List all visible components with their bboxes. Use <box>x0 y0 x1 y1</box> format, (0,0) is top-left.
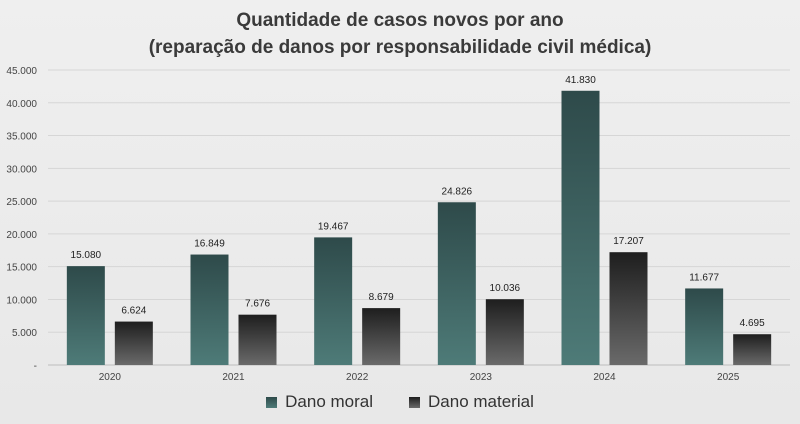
x-tick-label: 2023 <box>470 372 493 383</box>
data-label: 15.080 <box>71 250 102 261</box>
legend-item-dano-material: Dano material <box>409 392 534 412</box>
data-label: 6.624 <box>121 306 146 317</box>
data-label: 16.849 <box>194 239 225 250</box>
legend-swatch-dano-material <box>409 396 421 408</box>
y-tick-label: 30.000 <box>6 164 37 175</box>
data-label: 8.679 <box>369 292 394 303</box>
bar-dano-moral-2025 <box>685 288 724 365</box>
y-tick-label: 15.000 <box>6 263 37 274</box>
legend-item-dano-moral: Dano moral <box>266 392 373 412</box>
legend-label-dano-moral: Dano moral <box>285 392 374 411</box>
y-tick-label: 25.000 <box>6 197 37 208</box>
bar-dano-moral-2022 <box>314 237 353 365</box>
bar-dano-material-2025 <box>733 334 772 365</box>
data-label: 24.826 <box>442 186 473 197</box>
y-tick-label: - <box>34 361 37 372</box>
y-tick-label: 40.000 <box>6 99 37 110</box>
data-label: 7.676 <box>245 299 270 310</box>
y-tick-label: 20.000 <box>6 230 37 241</box>
y-tick-label: 10.000 <box>6 295 37 306</box>
data-label: 10.036 <box>490 283 521 294</box>
x-tick-label: 2024 <box>593 372 616 383</box>
data-label: 11.677 <box>689 272 719 283</box>
x-tick-label: 2025 <box>717 372 740 383</box>
legend-label-dano-material: Dano material <box>428 392 534 411</box>
data-label: 19.467 <box>318 221 349 232</box>
bar-dano-moral-2021 <box>190 254 229 365</box>
legend: Dano moral Dano material <box>0 392 800 412</box>
legend-swatch-dano-moral <box>266 396 278 408</box>
bar-dano-moral-2023 <box>437 202 476 365</box>
y-tick-label: 35.000 <box>6 132 37 143</box>
data-label: 41.830 <box>565 75 596 86</box>
data-label: 4.695 <box>740 318 765 329</box>
x-tick-label: 2022 <box>346 372 369 383</box>
bar-dano-material-2024 <box>609 252 648 365</box>
bar-dano-moral-2024 <box>561 90 600 365</box>
bar-dano-material-2021 <box>238 314 277 365</box>
y-tick-label: 5.000 <box>12 328 37 339</box>
x-tick-label: 2020 <box>99 372 122 383</box>
data-label: 17.207 <box>613 236 644 247</box>
chart-title: Quantidade de casos novos por ano <box>236 10 564 31</box>
bar-dano-material-2022 <box>362 308 401 365</box>
bar-dano-moral-2020 <box>66 266 105 365</box>
bar-dano-material-2020 <box>114 321 153 365</box>
x-tick-label: 2021 <box>222 372 245 383</box>
chart-subtitle: (reparação de danos por responsabilidade… <box>148 37 652 58</box>
y-tick-label: 45.000 <box>6 66 37 77</box>
bar-dano-material-2023 <box>485 299 524 365</box>
